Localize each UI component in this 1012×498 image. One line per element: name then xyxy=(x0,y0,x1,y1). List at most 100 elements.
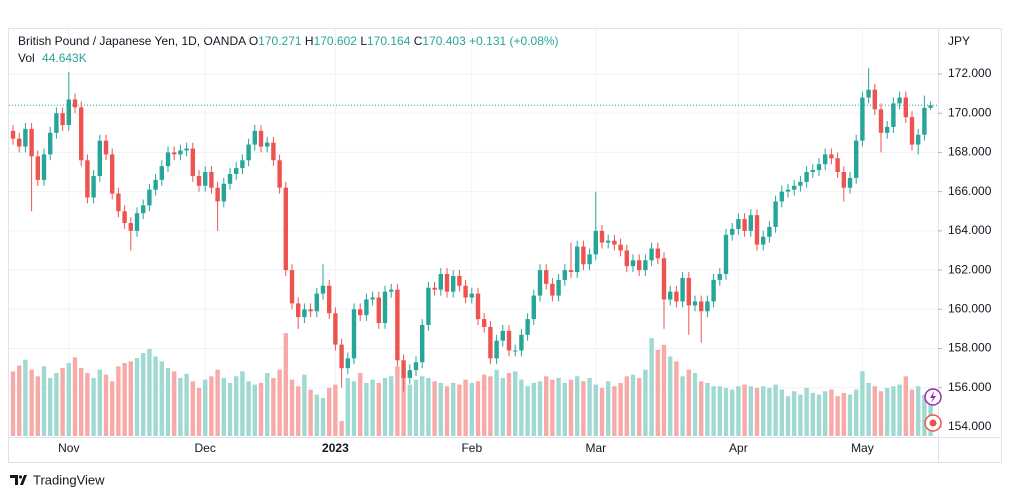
volume-bar xyxy=(29,369,34,436)
candle-body xyxy=(649,248,654,261)
volume-bar xyxy=(246,381,251,436)
candle-body xyxy=(203,172,208,186)
candle-body xyxy=(916,134,921,145)
volume-bar xyxy=(841,392,846,436)
volume-bar xyxy=(792,391,797,436)
volume-bar xyxy=(891,386,896,436)
volume-bar xyxy=(178,377,183,436)
candle-body xyxy=(85,160,90,198)
volume-bar xyxy=(308,389,313,436)
volume-bar xyxy=(711,386,716,436)
candle-body xyxy=(761,236,766,245)
brand-name: TradingView xyxy=(33,472,105,487)
volume-bar xyxy=(351,381,357,436)
volume-bar xyxy=(488,376,493,436)
candle-body xyxy=(296,303,301,318)
volume-bar xyxy=(432,381,437,436)
volume-bar xyxy=(66,363,71,436)
volume-bar xyxy=(686,369,691,436)
candle-body xyxy=(835,158,840,173)
volume-bar xyxy=(215,369,220,436)
volume-bar xyxy=(444,386,450,436)
volume-bar xyxy=(854,389,859,436)
volume-bar xyxy=(581,381,586,436)
volume-bar xyxy=(742,384,747,436)
volume-bar xyxy=(420,376,425,436)
candle-body xyxy=(10,130,16,139)
candle-body xyxy=(854,140,859,178)
candle-body xyxy=(860,97,865,141)
volume-bar xyxy=(668,356,673,436)
volume-bar xyxy=(885,387,890,436)
candle-body xyxy=(159,166,164,180)
volume-bar xyxy=(134,358,140,436)
candle-body xyxy=(29,128,34,157)
news-icon-dot xyxy=(929,419,937,427)
candle-body xyxy=(624,250,629,267)
volume-bar xyxy=(426,377,431,436)
candle-body xyxy=(723,234,729,275)
candle-body xyxy=(184,148,189,151)
candle-body xyxy=(599,230,605,243)
y-tick-label: 164.000 xyxy=(948,223,992,237)
candle-body xyxy=(178,150,183,155)
candle-body xyxy=(686,277,691,306)
y-tick-label: 160.000 xyxy=(948,301,992,315)
volume-bar xyxy=(618,382,623,436)
candle-body xyxy=(103,140,109,155)
volume-bar xyxy=(258,382,264,436)
candle-body xyxy=(544,270,549,284)
x-tick-label: Apr xyxy=(729,441,748,455)
candle-body xyxy=(302,309,307,318)
candle-body xyxy=(798,181,803,186)
volume-bar xyxy=(829,389,834,436)
candle-body xyxy=(513,350,518,352)
volume-bar xyxy=(314,394,319,436)
volume-bar xyxy=(773,384,778,436)
candle-body xyxy=(364,299,369,316)
volume-bar xyxy=(85,372,90,436)
volume-bar xyxy=(184,373,189,436)
candle-body xyxy=(823,154,828,165)
volume-pane xyxy=(10,333,933,436)
volume-bar xyxy=(835,396,840,436)
volume-bar xyxy=(339,421,344,436)
candle-body xyxy=(922,107,927,135)
candle-body xyxy=(351,309,357,359)
candle-body xyxy=(17,138,22,147)
candle-body xyxy=(227,173,233,184)
volume-bar xyxy=(878,391,884,436)
candle-body xyxy=(339,344,344,369)
volume-bar xyxy=(674,361,679,436)
volume-bar xyxy=(296,386,301,436)
candle-body xyxy=(767,226,772,237)
volume-bar xyxy=(568,379,574,436)
candle-body xyxy=(463,285,468,298)
volume-bar xyxy=(110,381,115,436)
candle-body xyxy=(773,201,778,227)
candle-body xyxy=(779,191,784,202)
candle-body xyxy=(705,301,710,312)
candle-body xyxy=(494,340,499,359)
close-value: 170.403 xyxy=(422,34,466,48)
volume-bar xyxy=(457,384,462,436)
candle-body xyxy=(401,360,406,378)
candle-body xyxy=(810,170,815,173)
volume-bar xyxy=(196,387,202,436)
volume-bar xyxy=(637,377,642,436)
volume-bar xyxy=(203,379,208,436)
legend-line: British Pound / Japanese Yen, 1D, OANDA … xyxy=(18,34,559,48)
candle-body xyxy=(469,293,474,298)
candle-body xyxy=(116,193,121,212)
x-tick-label: May xyxy=(851,441,874,455)
volume-bar xyxy=(661,344,667,436)
volume-bar xyxy=(562,382,567,436)
candle-body xyxy=(699,301,704,312)
candle-body xyxy=(717,274,722,280)
brand[interactable]: TradingView xyxy=(10,472,105,487)
candle-body xyxy=(891,103,896,127)
volume-bar xyxy=(463,379,468,436)
low-value: 170.164 xyxy=(367,34,411,48)
candle-body xyxy=(265,142,270,147)
volume-bar xyxy=(810,392,815,436)
